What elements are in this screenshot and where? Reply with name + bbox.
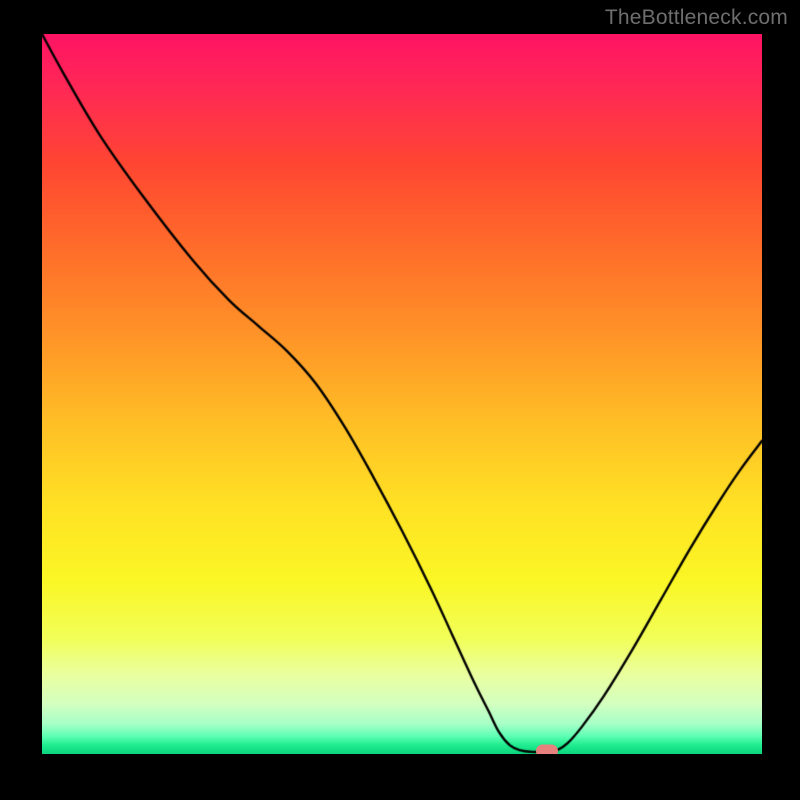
bottleneck-curve [42, 34, 762, 754]
plot-area [42, 34, 762, 754]
attribution-label: TheBottleneck.com [605, 6, 788, 30]
optimal-point-marker [536, 745, 558, 754]
